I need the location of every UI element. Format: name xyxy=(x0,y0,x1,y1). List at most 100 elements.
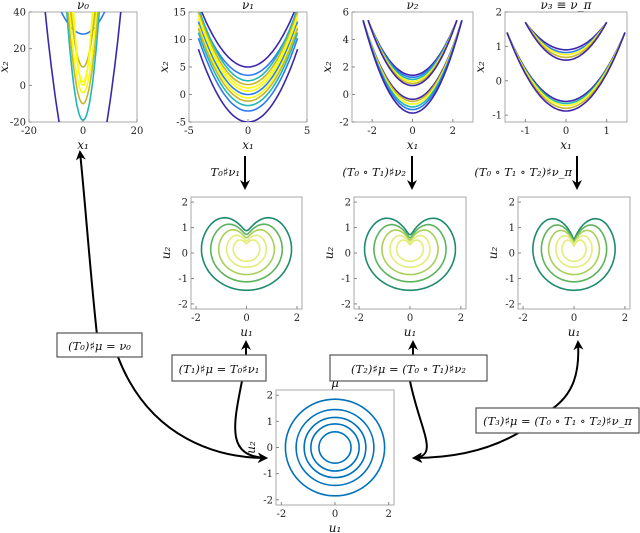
y-tick-label: 0 xyxy=(182,249,188,260)
y-axis-label: x₂ xyxy=(0,61,11,73)
y-tick-label: 0 xyxy=(180,90,186,101)
y-tick-label: -1 xyxy=(492,111,502,122)
plot-frame xyxy=(351,11,474,123)
y-tick-label: 1 xyxy=(182,223,188,234)
y-tick-label: 1 xyxy=(509,223,515,234)
plot-frame xyxy=(275,389,395,506)
x-tick-label: 2 xyxy=(622,313,628,324)
contours xyxy=(532,217,616,292)
y-tick-label: 1 xyxy=(267,417,273,428)
x-axis-label: u₁ xyxy=(329,521,342,533)
y-tick-label: 10 xyxy=(173,35,186,46)
pushforward-box-3: (T₃)♯μ = (T₀ ∘ T₁ ∘ T₂)♯ν_π xyxy=(475,407,640,434)
pullback-label-3: (T₀ ∘ T₁ ∘ T₂)♯ν_π xyxy=(474,165,572,179)
x-tick-label: -20 xyxy=(21,126,37,137)
contour-line xyxy=(555,234,593,269)
plot-nu1: -5 0 5 15 10 5 0 -5 x₁ x₂ ν₁ xyxy=(157,0,310,152)
arrow-t0-to-mu xyxy=(117,356,268,463)
plot-nu0: -20 0 20 40 20 0 -20 x₁ x₂ ν₀ xyxy=(0,0,143,152)
contour-line xyxy=(200,216,293,292)
contour-line xyxy=(362,20,463,114)
contour-line xyxy=(506,32,626,112)
pullback-label-2: (T₀ ∘ T₁)♯ν₂ xyxy=(342,165,406,179)
contour-line xyxy=(363,217,457,292)
contours xyxy=(363,217,457,292)
plot-mu: -2 0 2 2 1 0 -1 -2 u₁ u₂ μ xyxy=(244,376,395,533)
pushforward-arrows xyxy=(75,150,584,463)
y-tick-label: 2 xyxy=(343,63,349,74)
arrow-t1-to-mu xyxy=(234,380,268,463)
x-tick-label: -1 xyxy=(520,126,530,137)
contour-line xyxy=(200,12,296,68)
x-tick-label: 0 xyxy=(563,126,569,137)
y-tick-label: 2 xyxy=(182,198,188,209)
x-axis-label: x₁ xyxy=(242,138,254,152)
x-tick-label: -2 xyxy=(367,126,377,137)
plot-frame xyxy=(353,196,467,310)
contour-line xyxy=(197,14,299,89)
contour-line xyxy=(71,12,95,83)
y-tick-label: -5 xyxy=(176,118,186,129)
x-tick-label: -2 xyxy=(191,313,201,324)
y-tick-label: -2 xyxy=(339,118,349,129)
pullback-arrows: T₀♯ν₁ (T₀ ∘ T₁)♯ν₂ (T₀ ∘ T₁ ∘ T₂)♯ν_π xyxy=(211,156,582,190)
plot-title: ν₂ xyxy=(406,0,418,12)
box-label: (T₀)♯μ = ν₀ xyxy=(68,339,131,353)
y-tick-label: 0 xyxy=(345,249,351,260)
box-label: (T₂)♯μ = (T₀ ∘ T₁)♯ν₂ xyxy=(351,362,466,376)
pushforward-box-0: (T₀)♯μ = ν₀ xyxy=(56,332,143,358)
plot-frame xyxy=(517,196,631,310)
contours xyxy=(200,216,293,292)
y-tick-label: 2 xyxy=(509,198,515,209)
x-tick-label: 5 xyxy=(304,126,310,137)
contour-line xyxy=(367,19,458,87)
contour-circle xyxy=(303,416,367,479)
contour-line xyxy=(197,18,299,93)
y-tick-label: 1 xyxy=(496,42,502,53)
contour-line xyxy=(547,229,601,276)
contour-line xyxy=(524,21,608,51)
x-tick-label: 0 xyxy=(332,509,338,520)
x-tick-label: 2 xyxy=(294,313,300,324)
contour-line xyxy=(232,239,261,263)
contours xyxy=(506,21,626,112)
x-tick-label: -2 xyxy=(518,313,528,324)
x-axis-label: u₁ xyxy=(404,325,417,339)
contour-line xyxy=(532,217,616,292)
plot-middle-1: -2 0 2 2 1 0 -1 -2 u₁ u₂ xyxy=(159,196,303,339)
arrow-to-middle-3 xyxy=(551,340,584,410)
plot-middle-2: -2 0 2 2 1 0 -1 -2 u₁ u₂ xyxy=(322,196,467,339)
contour-line xyxy=(197,37,299,112)
contour-line xyxy=(540,224,608,283)
y-tick-label: 2 xyxy=(267,391,273,402)
arrow-to-nu0 xyxy=(75,150,98,336)
y-axis-label: u₂ xyxy=(486,247,500,260)
y-tick-label: 1 xyxy=(345,223,351,234)
x-tick-label: 0 xyxy=(243,313,249,324)
y-tick-label: -2 xyxy=(263,495,273,506)
x-tick-label: 2 xyxy=(450,126,456,137)
contour-line xyxy=(209,223,284,283)
x-tick-label: 0 xyxy=(407,313,413,324)
contour-line xyxy=(199,12,297,82)
pushforward-box-2: (T₂)♯μ = (T₀ ∘ T₁)♯ν₂ xyxy=(329,354,488,382)
contour-line xyxy=(524,21,608,61)
contour-line xyxy=(197,48,299,122)
y-tick-label: -20 xyxy=(10,118,26,129)
contour-line xyxy=(217,228,276,276)
y-tick-label: 0 xyxy=(343,90,349,101)
contour-line xyxy=(395,239,425,263)
y-tick-label: -1 xyxy=(505,274,515,285)
contour-line xyxy=(197,28,299,102)
x-tick-label: -5 xyxy=(184,126,194,137)
contour-line xyxy=(72,12,94,87)
x-tick-label: 2 xyxy=(458,313,464,324)
x-tick-label: 0 xyxy=(571,313,577,324)
x-axis-label: u₁ xyxy=(240,325,253,339)
x-axis-label: x₁ xyxy=(77,138,89,152)
y-axis-label: u₂ xyxy=(322,247,336,260)
plot-nu3: -1 0 1 2 1 0 -1 x₁ x₂ ν₃ ≡ ν_π xyxy=(473,0,628,152)
contour-line xyxy=(373,223,447,283)
y-tick-label: 2 xyxy=(496,8,502,19)
